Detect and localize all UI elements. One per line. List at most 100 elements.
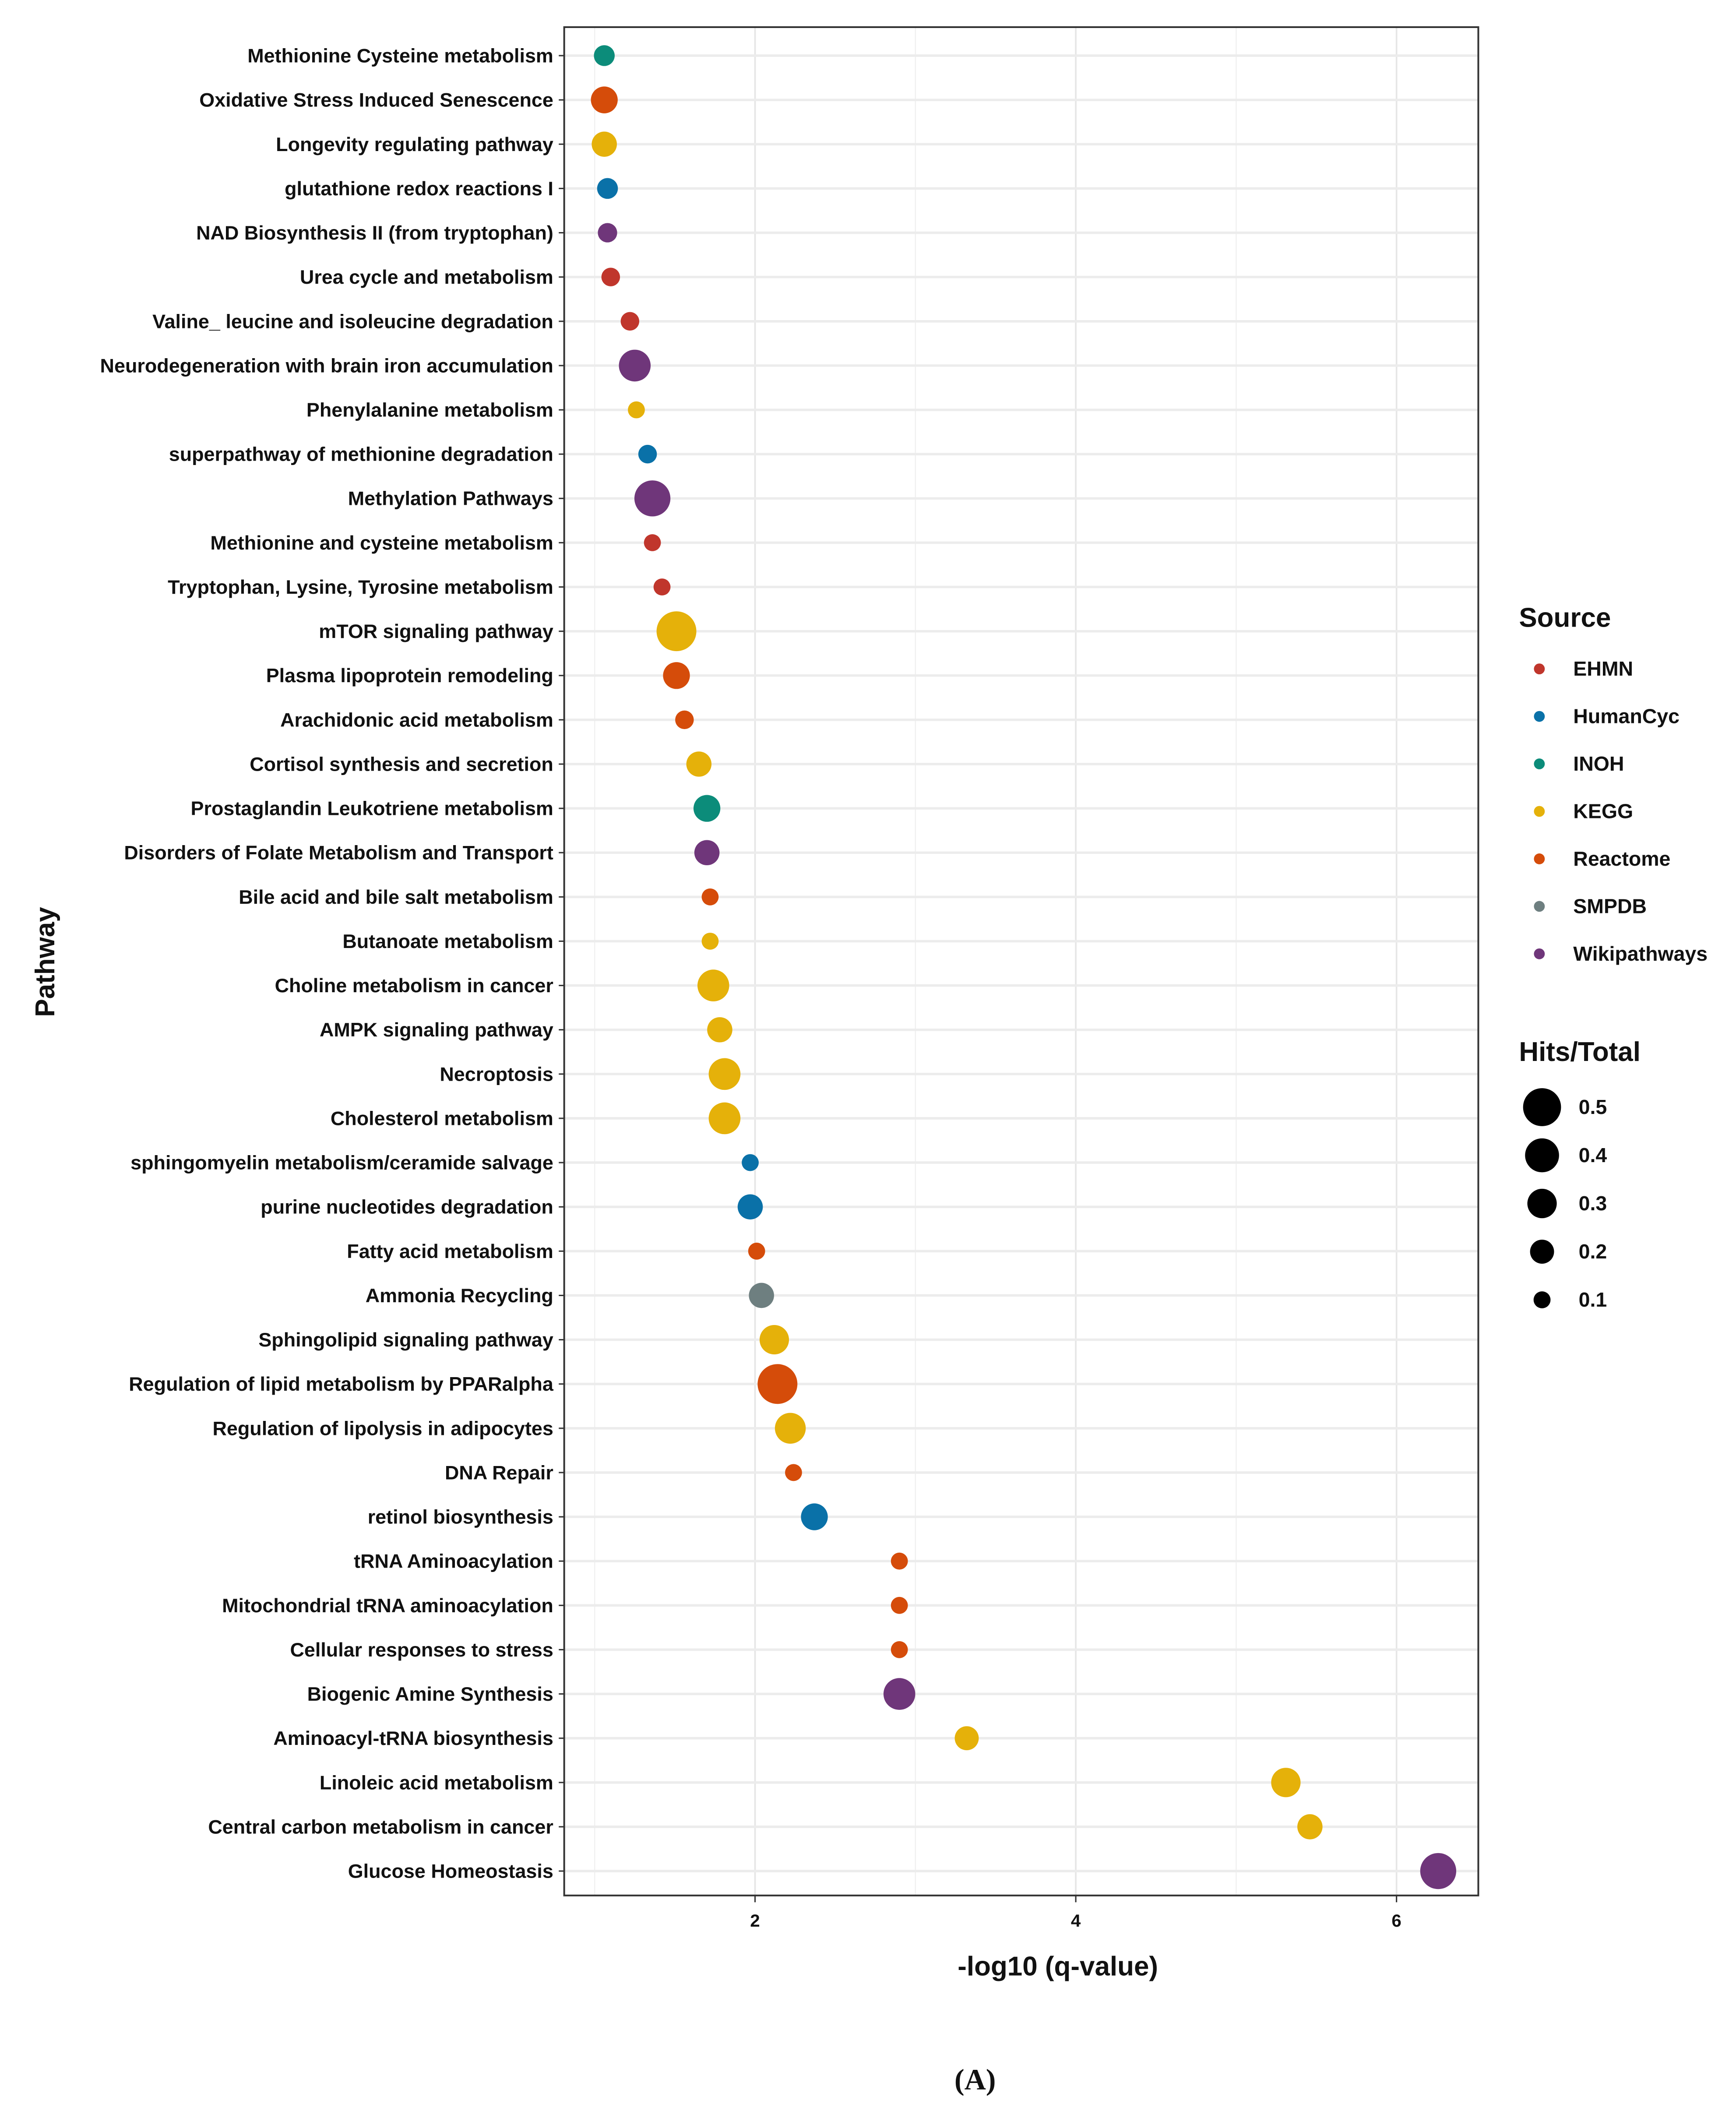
size-legend-label: 0.3 bbox=[1579, 1192, 1607, 1215]
y-tick-label: sphingomyelin metabolism/ceramide salvag… bbox=[130, 1152, 553, 1174]
x-tick-label: 2 bbox=[750, 1911, 760, 1931]
data-point bbox=[707, 1017, 732, 1043]
y-tick-label: Neurodegeneration with brain iron accumu… bbox=[100, 354, 553, 377]
y-tick-label: Central carbon metabolism in cancer bbox=[208, 1815, 553, 1838]
data-point bbox=[708, 1102, 741, 1135]
size-legend-key bbox=[1523, 1088, 1561, 1126]
grid-lines bbox=[564, 27, 1479, 1896]
data-point bbox=[891, 1552, 908, 1570]
legend-key-inoh bbox=[1534, 758, 1545, 769]
y-tick-label: Cellular responses to stress bbox=[290, 1639, 553, 1661]
y-tick-labels: Methionine Cysteine metabolism Oxidative … bbox=[100, 45, 564, 1882]
data-point bbox=[801, 1503, 828, 1530]
data-point bbox=[891, 1641, 908, 1658]
data-point bbox=[591, 86, 618, 113]
size-legend-key bbox=[1533, 1291, 1551, 1308]
y-tick-label: Urea cycle and metabolism bbox=[300, 266, 553, 288]
y-tick-label: Valine_ leucine and isoleucine degradati… bbox=[152, 310, 553, 332]
data-point bbox=[663, 662, 690, 689]
source-legend: EHMN HumanCyc INOH KEGG Reactome SMPDB Wikipat… bbox=[1534, 657, 1708, 965]
data-point bbox=[697, 969, 729, 1001]
size-legend-key bbox=[1525, 1138, 1559, 1173]
y-tick-label: Regulation of lipolysis in adipocytes bbox=[212, 1417, 553, 1439]
y-tick-label: Disorders of Folate Metabolism and Trans… bbox=[124, 842, 553, 864]
data-point bbox=[701, 888, 719, 906]
legend-key-ehmn bbox=[1534, 663, 1545, 675]
y-tick-label: Methionine and cysteine metabolism bbox=[210, 532, 553, 554]
data-point bbox=[686, 751, 712, 777]
y-tick-label: Aminoacyl-tRNA biosynthesis bbox=[273, 1727, 553, 1749]
legend-label: EHMN bbox=[1573, 657, 1633, 680]
y-tick-label: Mitochondrial tRNA aminoacylation bbox=[222, 1594, 553, 1617]
size-legend: 0.5 0.4 0.3 0.2 0.1 bbox=[1523, 1088, 1607, 1311]
y-tick-label: Methylation Pathways bbox=[348, 487, 553, 510]
legend-label: KEGG bbox=[1573, 800, 1633, 822]
x-tick-labels: 2 4 6 bbox=[750, 1895, 1401, 1931]
data-point bbox=[675, 710, 694, 729]
data-point bbox=[954, 1726, 979, 1751]
y-tick-label: Prostaglandin Leukotriene metabolism bbox=[191, 797, 553, 820]
data-point bbox=[592, 131, 617, 157]
data-point bbox=[693, 795, 721, 822]
data-point bbox=[653, 578, 671, 596]
figure-caption: (A) bbox=[954, 2063, 996, 2096]
data-point bbox=[708, 1058, 741, 1090]
data-point bbox=[1297, 1814, 1323, 1840]
y-tick-label: Fatty acid metabolism bbox=[347, 1240, 553, 1262]
data-point bbox=[883, 1678, 916, 1710]
x-axis-title: -log10 (q-value) bbox=[958, 1952, 1158, 1982]
data-point bbox=[785, 1464, 802, 1481]
y-tick-label: Regulation of lipid metabolism by PPARal… bbox=[129, 1373, 554, 1395]
legend-label: Reactome bbox=[1573, 847, 1670, 870]
y-tick-label: Choline metabolism in cancer bbox=[275, 974, 553, 997]
size-legend-key bbox=[1527, 1188, 1557, 1219]
y-tick-label: tRNA Aminoacylation bbox=[354, 1550, 553, 1572]
size-legend-label: 0.1 bbox=[1579, 1288, 1607, 1311]
legend-label: Wikipathways bbox=[1573, 942, 1708, 965]
size-legend-title: Hits/Total bbox=[1519, 1037, 1641, 1067]
source-legend-title: Source bbox=[1519, 603, 1611, 633]
y-tick-label: Arachidonic acid metabolism bbox=[280, 708, 553, 731]
y-tick-label: Butanoate metabolism bbox=[342, 930, 553, 952]
y-tick-label: glutathione redox reactions I bbox=[285, 177, 553, 200]
data-point bbox=[694, 840, 720, 866]
legend-key-smpdb bbox=[1534, 901, 1545, 912]
data-point bbox=[628, 401, 645, 419]
x-tick-label: 4 bbox=[1071, 1911, 1081, 1931]
data-point bbox=[749, 1283, 774, 1308]
y-tick-label: Biogenic Amine Synthesis bbox=[307, 1683, 553, 1705]
y-tick-label: Necroptosis bbox=[440, 1063, 553, 1085]
data-point bbox=[598, 223, 617, 243]
data-point bbox=[601, 268, 620, 286]
legend-key-wikipathways bbox=[1534, 948, 1545, 959]
y-tick-label: Cholesterol metabolism bbox=[331, 1107, 553, 1129]
plot-panel bbox=[564, 27, 1479, 1896]
size-legend-label: 0.4 bbox=[1579, 1144, 1607, 1166]
y-tick-label: DNA Repair bbox=[445, 1461, 553, 1484]
x-tick-label: 6 bbox=[1391, 1911, 1401, 1931]
y-tick-label: AMPK signaling pathway bbox=[320, 1018, 553, 1041]
data-point bbox=[594, 45, 615, 66]
data-point bbox=[775, 1413, 806, 1444]
data-point bbox=[656, 611, 697, 652]
data-point bbox=[634, 480, 671, 517]
data-point bbox=[644, 534, 661, 551]
y-tick-label: Methionine Cysteine metabolism bbox=[247, 45, 553, 67]
size-legend-label: 0.2 bbox=[1579, 1240, 1607, 1263]
y-tick-label: Phenylalanine metabolism bbox=[306, 399, 553, 421]
legend-label: SMPDB bbox=[1573, 895, 1647, 917]
data-point bbox=[737, 1194, 763, 1219]
data-point bbox=[619, 349, 651, 382]
y-axis-title: Pathway bbox=[30, 907, 60, 1017]
y-tick-label: Bile acid and bile salt metabolism bbox=[239, 886, 553, 908]
legend-key-kegg bbox=[1534, 806, 1545, 817]
y-tick-label: Cortisol synthesis and secretion bbox=[250, 753, 553, 775]
y-tick-label: Glucose Homeostasis bbox=[348, 1860, 553, 1882]
data-point bbox=[759, 1325, 789, 1355]
legend-label: HumanCyc bbox=[1573, 705, 1680, 728]
y-tick-label: retinol biosynthesis bbox=[368, 1506, 553, 1528]
y-tick-label: purine nucleotides degradation bbox=[261, 1196, 553, 1218]
size-legend-label: 0.5 bbox=[1579, 1096, 1607, 1118]
